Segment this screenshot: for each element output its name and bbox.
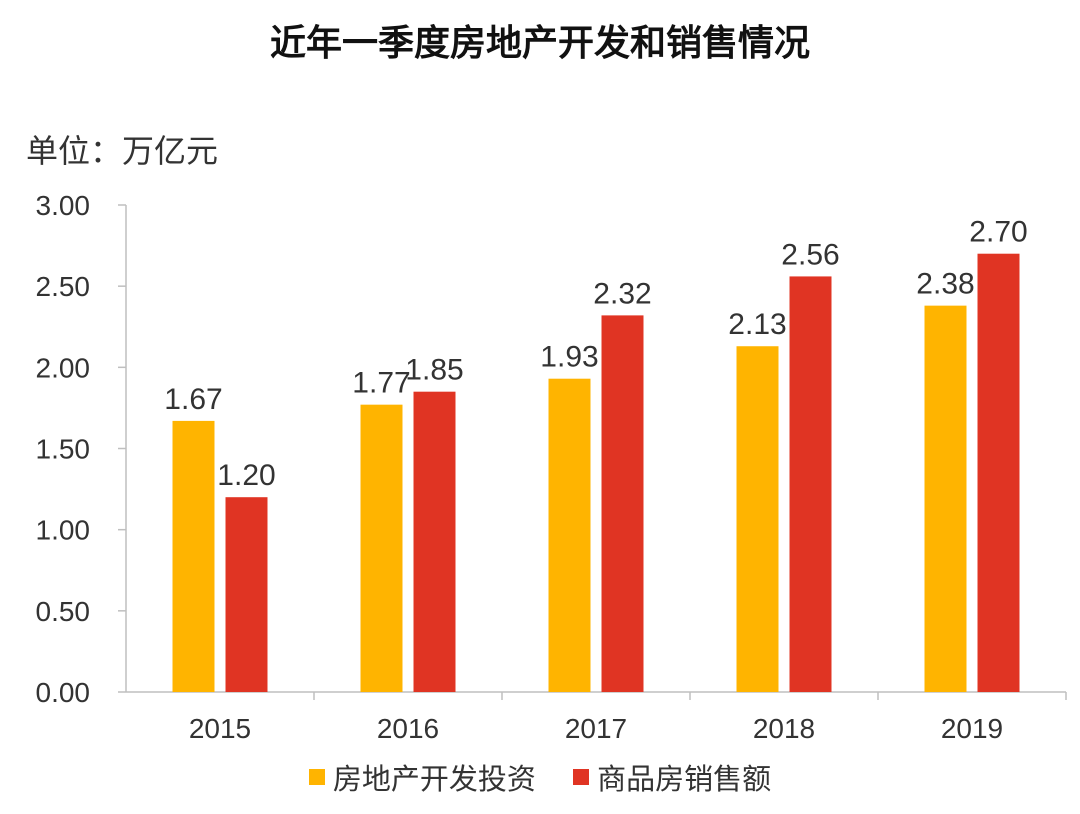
data-label-investment: 2.38 [916, 268, 974, 301]
x-tick-label: 2017 [565, 713, 627, 744]
legend: 房地产开发投资 商品房销售额 [0, 756, 1080, 798]
chart-title: 近年一季度房地产开发和销售情况 [269, 23, 810, 64]
legend-item-sales[interactable]: 商品房销售额 [573, 756, 771, 798]
legend-label-sales: 商品房销售额 [597, 762, 772, 796]
data-label-sales: 2.32 [593, 277, 651, 310]
legend-swatch-investment [308, 769, 325, 785]
data-labels: 1.67 1.20 1.771.85 1.93 2.32 2.13 2.56 2.38 2.70 [164, 216, 1027, 493]
x-tick-label: 2016 [377, 713, 439, 744]
data-label-sales: 1.85 [405, 354, 463, 387]
x-tick-label: 2019 [941, 713, 1003, 744]
unit-label: 单位：万亿元 [26, 132, 219, 170]
y-tick-label: 1.00 [36, 515, 91, 546]
bar-sales [601, 315, 644, 692]
y-tick-label: 0.50 [36, 596, 91, 627]
bar-sales [225, 497, 268, 692]
data-label-sales: 2.70 [969, 216, 1027, 249]
bars [172, 253, 1020, 692]
bar-sales [789, 276, 832, 692]
legend-label-investment: 房地产开发投资 [332, 762, 536, 796]
bar-investment [172, 420, 215, 692]
x-tick-label: 2018 [753, 713, 815, 744]
data-label-sales: 1.20 [217, 459, 275, 492]
bar-investment [360, 404, 403, 692]
data-label-investment: 1.93 [540, 341, 598, 374]
bar-sales [413, 391, 456, 692]
data-label-investment: 2.13 [728, 308, 786, 341]
legend-item-investment[interactable]: 房地产开发投资 [308, 756, 536, 798]
data-label-sales: 2.56 [781, 238, 839, 271]
axes: 0.00 0.50 1.00 1.50 2.00 2.50 3.00 2015 2016 2017… [36, 190, 1067, 744]
y-tick-label: 3.00 [36, 190, 91, 221]
y-tick-label: 1.50 [36, 434, 91, 465]
bar-sales [977, 253, 1020, 692]
data-label-investment: 1.67 [164, 383, 222, 416]
y-tick-label: 2.50 [36, 271, 91, 302]
x-tick-label: 2015 [189, 713, 251, 744]
y-tick-label: 0.00 [36, 677, 91, 708]
data-label-investment: 1.77 [352, 367, 410, 400]
y-tick-label: 2.00 [36, 352, 91, 383]
bar-investment [548, 378, 591, 692]
bar-investment [736, 346, 779, 692]
bar-investment [924, 305, 967, 692]
legend-swatch-sales [573, 769, 590, 785]
